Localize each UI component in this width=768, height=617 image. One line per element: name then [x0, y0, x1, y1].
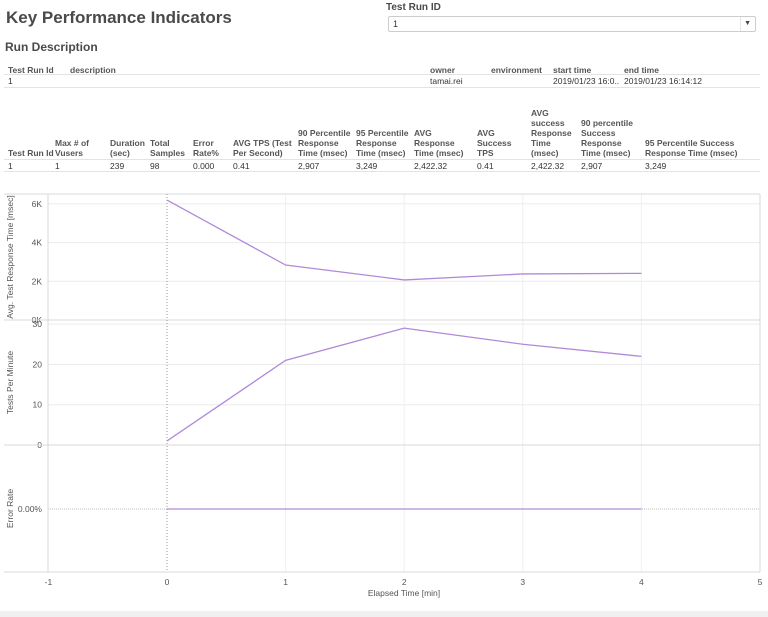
cell: 239 — [110, 161, 125, 171]
kpi-line-chart[interactable]: 0K 2K 4K 6K Avg. Test Response Time [msec] 0 1… — [0, 190, 768, 610]
x-tick-label: 5 — [758, 577, 763, 587]
table-header: Test Run Id description owner environmen… — [4, 64, 760, 75]
y-tick-label: 10 — [33, 400, 43, 410]
x-tick-label: -1 — [45, 577, 53, 587]
dropdown-divider — [740, 17, 741, 31]
table-header: Test Run Id Max # of Vusers Duration (se… — [4, 108, 760, 160]
cell: 3,249 — [645, 161, 667, 171]
run-description-heading: Run Description — [5, 40, 98, 54]
col-start-time: start time — [553, 65, 592, 75]
y-tick-label: 4K — [32, 238, 43, 248]
run-description-table: Test Run Id description owner environmen… — [4, 64, 760, 88]
cell: 0.41 — [233, 161, 250, 171]
cell-end-time: 2019/01/23 16:14:12 — [624, 76, 702, 86]
y-tick-label: 2K — [32, 276, 43, 286]
bottom-scroll-area — [0, 611, 768, 617]
col-test-run-id: Test Run Id — [8, 65, 54, 75]
cell: 1 — [55, 161, 60, 171]
col-90-percentile-response: 90 Percentile Response Time (msec) — [298, 128, 351, 158]
y-tick-label: 0.00% — [18, 504, 43, 514]
x-axis-title: Elapsed Time [min] — [368, 588, 440, 598]
page-title: Key Performance Indicators — [6, 8, 232, 27]
cell-start-time: 2019/01/23 16:0.. — [553, 76, 620, 86]
cell: 98 — [150, 161, 160, 171]
table-row: 1 1 239 98 0.000 0.41 2,907 3,249 2,422.… — [4, 160, 760, 172]
cell-owner: tamai.rei — [430, 76, 463, 86]
series-line[interactable] — [166, 327, 642, 442]
test-run-id-filter-label: Test Run ID — [386, 2, 441, 13]
table-row: 1 tamai.rei 2019/01/23 16:0.. 2019/01/23… — [4, 75, 760, 88]
x-tick-label: 0 — [165, 577, 170, 587]
y-axis-title: Error Rate — [5, 489, 15, 528]
cell: 3,249 — [356, 161, 378, 171]
col-max-vusers: Max # of Vusers — [55, 138, 90, 158]
cell-test-run-id: 1 — [8, 76, 13, 86]
chevron-down-icon[interactable]: ▼ — [744, 20, 751, 27]
cell: 2,907 — [298, 161, 320, 171]
col-avg-tps: AVG TPS (Test Per Second) — [233, 138, 292, 158]
x-tick-label: 1 — [283, 577, 288, 587]
col-duration: Duration (sec) — [110, 138, 145, 158]
cell: 0.000 — [193, 161, 215, 171]
y-tick-label: 20 — [33, 359, 43, 369]
x-tick-label: 4 — [639, 577, 644, 587]
col-error-rate: Error Rate% — [193, 138, 219, 158]
x-tick-label: 3 — [520, 577, 525, 587]
col-avg-response: AVG Response Time (msec) — [414, 128, 464, 158]
col-avg-success-tps: AVG Success TPS — [477, 128, 512, 158]
dropdown-selected-value: 1 — [393, 19, 399, 29]
series-line[interactable] — [166, 199, 642, 281]
cell: 2,422.32 — [531, 161, 565, 171]
cell: 1 — [8, 161, 13, 171]
col-description: description — [70, 65, 116, 75]
kpi-table: Test Run Id Max # of Vusers Duration (se… — [4, 108, 760, 172]
y-tick-label: 30 — [33, 319, 43, 329]
col-end-time: end time — [624, 65, 659, 75]
cell: 0.41 — [477, 161, 494, 171]
cell: 2,907 — [581, 161, 603, 171]
col-environment: environment — [491, 65, 543, 75]
test-run-id-dropdown[interactable]: 1 ▼ — [388, 16, 756, 32]
col-owner: owner — [430, 65, 456, 75]
x-tick-label: 2 — [402, 577, 407, 587]
cell: 2,422.32 — [414, 161, 448, 171]
col-test-run-id: Test Run Id — [8, 148, 54, 158]
col-95-percentile-success: 95 Percentile Success Response Time (mse… — [645, 138, 738, 158]
col-total-samples: Total Samples — [150, 138, 185, 158]
col-95-percentile-response: 95 Percentile Response Time (msec) — [356, 128, 409, 158]
y-tick-label: 6K — [32, 199, 43, 209]
col-avg-success-response: AVG success Response Time (msec) — [531, 108, 572, 158]
y-axis-title: Avg. Test Response Time [msec] — [5, 195, 15, 318]
col-90-percentile-success: 90 percentile Success Response Time (mse… — [581, 118, 633, 158]
y-axis-title: Tests Per Minute — [5, 351, 15, 415]
